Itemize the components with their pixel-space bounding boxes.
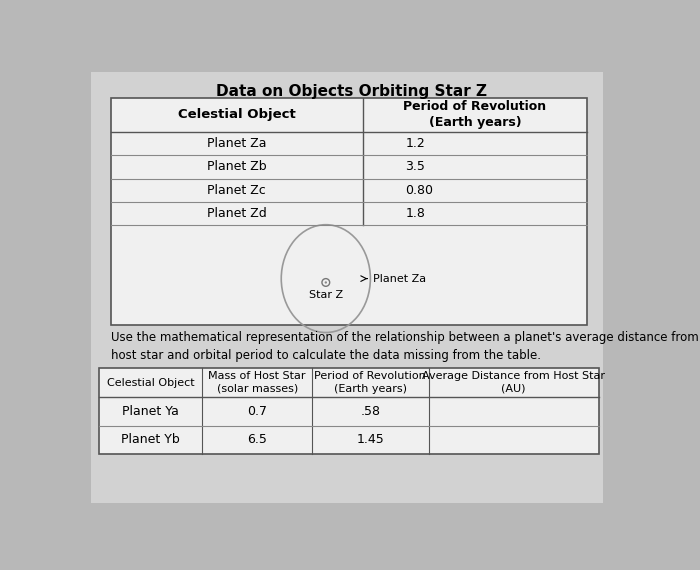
Text: 0.80: 0.80 bbox=[405, 184, 433, 197]
Text: Period of Revolution
(Earth years): Period of Revolution (Earth years) bbox=[403, 100, 547, 129]
Text: Planet Za: Planet Za bbox=[372, 274, 426, 284]
Text: Planet Zb: Planet Zb bbox=[207, 161, 267, 173]
Text: 6.5: 6.5 bbox=[247, 433, 267, 446]
Text: 1.2: 1.2 bbox=[405, 137, 425, 150]
Text: Planet Zd: Planet Zd bbox=[206, 207, 267, 219]
Text: 1.8: 1.8 bbox=[405, 207, 425, 219]
Text: 1.45: 1.45 bbox=[356, 433, 384, 446]
Text: .58: .58 bbox=[360, 405, 380, 418]
Text: Star Z: Star Z bbox=[309, 290, 343, 300]
Text: Planet Zc: Planet Zc bbox=[207, 184, 266, 197]
Text: 3.5: 3.5 bbox=[405, 161, 425, 173]
Bar bbox=[111, 97, 587, 325]
Text: Average Distance from Host Star
(AU): Average Distance from Host Star (AU) bbox=[422, 372, 606, 394]
Text: Period of Revolution
(Earth years): Period of Revolution (Earth years) bbox=[314, 372, 426, 394]
Text: Planet Ya: Planet Ya bbox=[122, 405, 179, 418]
Text: 0.7: 0.7 bbox=[247, 405, 267, 418]
Text: Use the mathematical representation of the relationship between a planet's avera: Use the mathematical representation of t… bbox=[111, 331, 700, 362]
Bar bbox=[99, 368, 599, 454]
Circle shape bbox=[325, 282, 327, 284]
Text: Planet Yb: Planet Yb bbox=[121, 433, 180, 446]
Text: Planet Za: Planet Za bbox=[207, 137, 267, 150]
Text: Mass of Host Star
(solar masses): Mass of Host Star (solar masses) bbox=[209, 372, 306, 394]
Text: Celestial Object: Celestial Object bbox=[178, 108, 295, 121]
Text: Data on Objects Orbiting Star Z: Data on Objects Orbiting Star Z bbox=[216, 84, 486, 99]
Text: Celestial Object: Celestial Object bbox=[107, 377, 195, 388]
